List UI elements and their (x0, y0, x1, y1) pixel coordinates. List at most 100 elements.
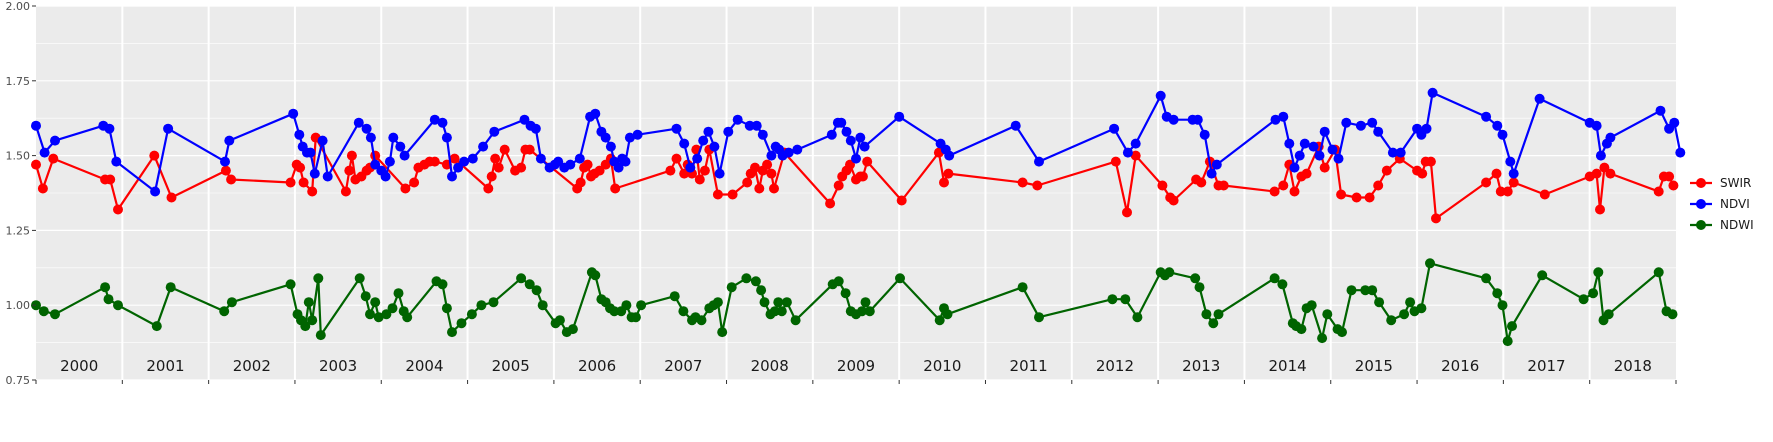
ndwi-point (373, 312, 384, 323)
ndvi-point (380, 171, 391, 182)
swir-point (769, 183, 779, 194)
ndvi-point (845, 135, 856, 146)
swir-point (1301, 168, 1312, 179)
ndvi-point (478, 141, 489, 152)
ndvi-point (150, 186, 161, 197)
ndvi-point (1206, 168, 1217, 179)
ndwi-point (488, 297, 499, 308)
swir-point (1491, 168, 1502, 179)
year-label: 2011 (1010, 357, 1048, 375)
swir-point (943, 168, 954, 179)
ndvi-point (1655, 105, 1666, 116)
ndvi-point (1319, 126, 1330, 137)
ndvi-point (1669, 117, 1680, 128)
ndwi-point (1322, 309, 1333, 320)
ndwi-point (151, 321, 162, 332)
ndvi-point (744, 120, 755, 131)
legend-item-ndwi: NDWI (1690, 218, 1754, 232)
legend-label: NDWI (1720, 218, 1754, 232)
ndvi-point (792, 144, 803, 155)
swir-point (825, 198, 836, 209)
swir-point (516, 162, 527, 173)
y-tick-label: 1.75 (6, 75, 31, 88)
ndwi-point (300, 321, 311, 332)
year-label: 2006 (578, 357, 616, 375)
swir-point (671, 153, 682, 164)
ndvi-point (1130, 138, 1141, 149)
ndwi-point (447, 327, 457, 338)
swir-point (1364, 192, 1375, 203)
ndvi-point (489, 126, 500, 137)
ndwi-point (1034, 312, 1044, 323)
swir-point (1130, 150, 1141, 161)
ndvi-point (1605, 132, 1616, 143)
swir-point (490, 153, 501, 164)
ndwi-point (466, 309, 477, 320)
ndwi-point (833, 276, 844, 287)
ndvi-point (1308, 141, 1319, 152)
ndvi-point (836, 117, 847, 128)
ndvi-point (751, 120, 762, 131)
swir-point (610, 183, 621, 194)
ndvi-point (1211, 159, 1222, 170)
year-label: 2000 (60, 357, 98, 375)
swir-point (483, 183, 494, 194)
legend-item-ndvi: NDVI (1690, 197, 1750, 211)
swir-point (1319, 162, 1330, 173)
swir-point (449, 153, 460, 164)
year-label: 2007 (664, 357, 702, 375)
ndwi-point (669, 291, 680, 302)
swir-point (346, 150, 357, 161)
swir-point (1032, 180, 1043, 191)
swir-point (766, 168, 777, 179)
legend: SWIR NDVI NDWI (1690, 176, 1754, 232)
swir-point (712, 189, 723, 200)
ndwi-point (393, 288, 404, 299)
ndwi-point (1502, 336, 1513, 347)
ndvi-point (671, 123, 682, 134)
swir-point (833, 180, 844, 191)
ndvi-point (1192, 114, 1203, 125)
swir-point (1218, 180, 1229, 191)
ndvi-point (1675, 147, 1686, 158)
swir-point (575, 177, 586, 188)
ndwi-point (1317, 333, 1328, 344)
ndwi-point (1306, 300, 1317, 311)
year-label: 2010 (923, 357, 961, 375)
swir-point (750, 162, 760, 173)
swir-point (486, 171, 497, 182)
ndwi-point (1386, 315, 1397, 326)
ndwi-point (1667, 309, 1678, 320)
ndvi-point (384, 156, 395, 167)
ndwi-point (354, 273, 365, 284)
ndvi-point (399, 150, 410, 161)
y-tick-label: 0.75 (6, 374, 31, 387)
year-label: 2005 (492, 357, 530, 375)
swir-point (298, 177, 309, 188)
ndwi-point (1190, 273, 1201, 284)
swir-point (1122, 207, 1132, 218)
swir-point (762, 159, 773, 170)
ndwi-point (1208, 318, 1219, 329)
ndvi-point (703, 126, 714, 137)
ndvi-point (1492, 120, 1503, 131)
ndwi-point (590, 270, 601, 281)
ndvi-point (565, 159, 576, 170)
ndvi-point (535, 153, 546, 164)
ndvi-point (1508, 168, 1519, 179)
ndwi-point (773, 297, 784, 308)
ndwi-point (1213, 309, 1224, 320)
ndvi-point (370, 159, 381, 170)
ndwi-point (1277, 279, 1288, 290)
ndwi-point (1492, 288, 1503, 299)
ndvi-point (1341, 117, 1352, 128)
ndwi-point (165, 282, 176, 293)
ndwi-point (1164, 267, 1175, 278)
swir-point (582, 159, 593, 170)
swir-point (1605, 168, 1616, 179)
ndvi-point (590, 108, 601, 119)
ndvi-point (1395, 147, 1406, 158)
series-ndvi (31, 87, 1686, 197)
year-label: 2016 (1441, 357, 1479, 375)
swir-point (105, 174, 116, 185)
